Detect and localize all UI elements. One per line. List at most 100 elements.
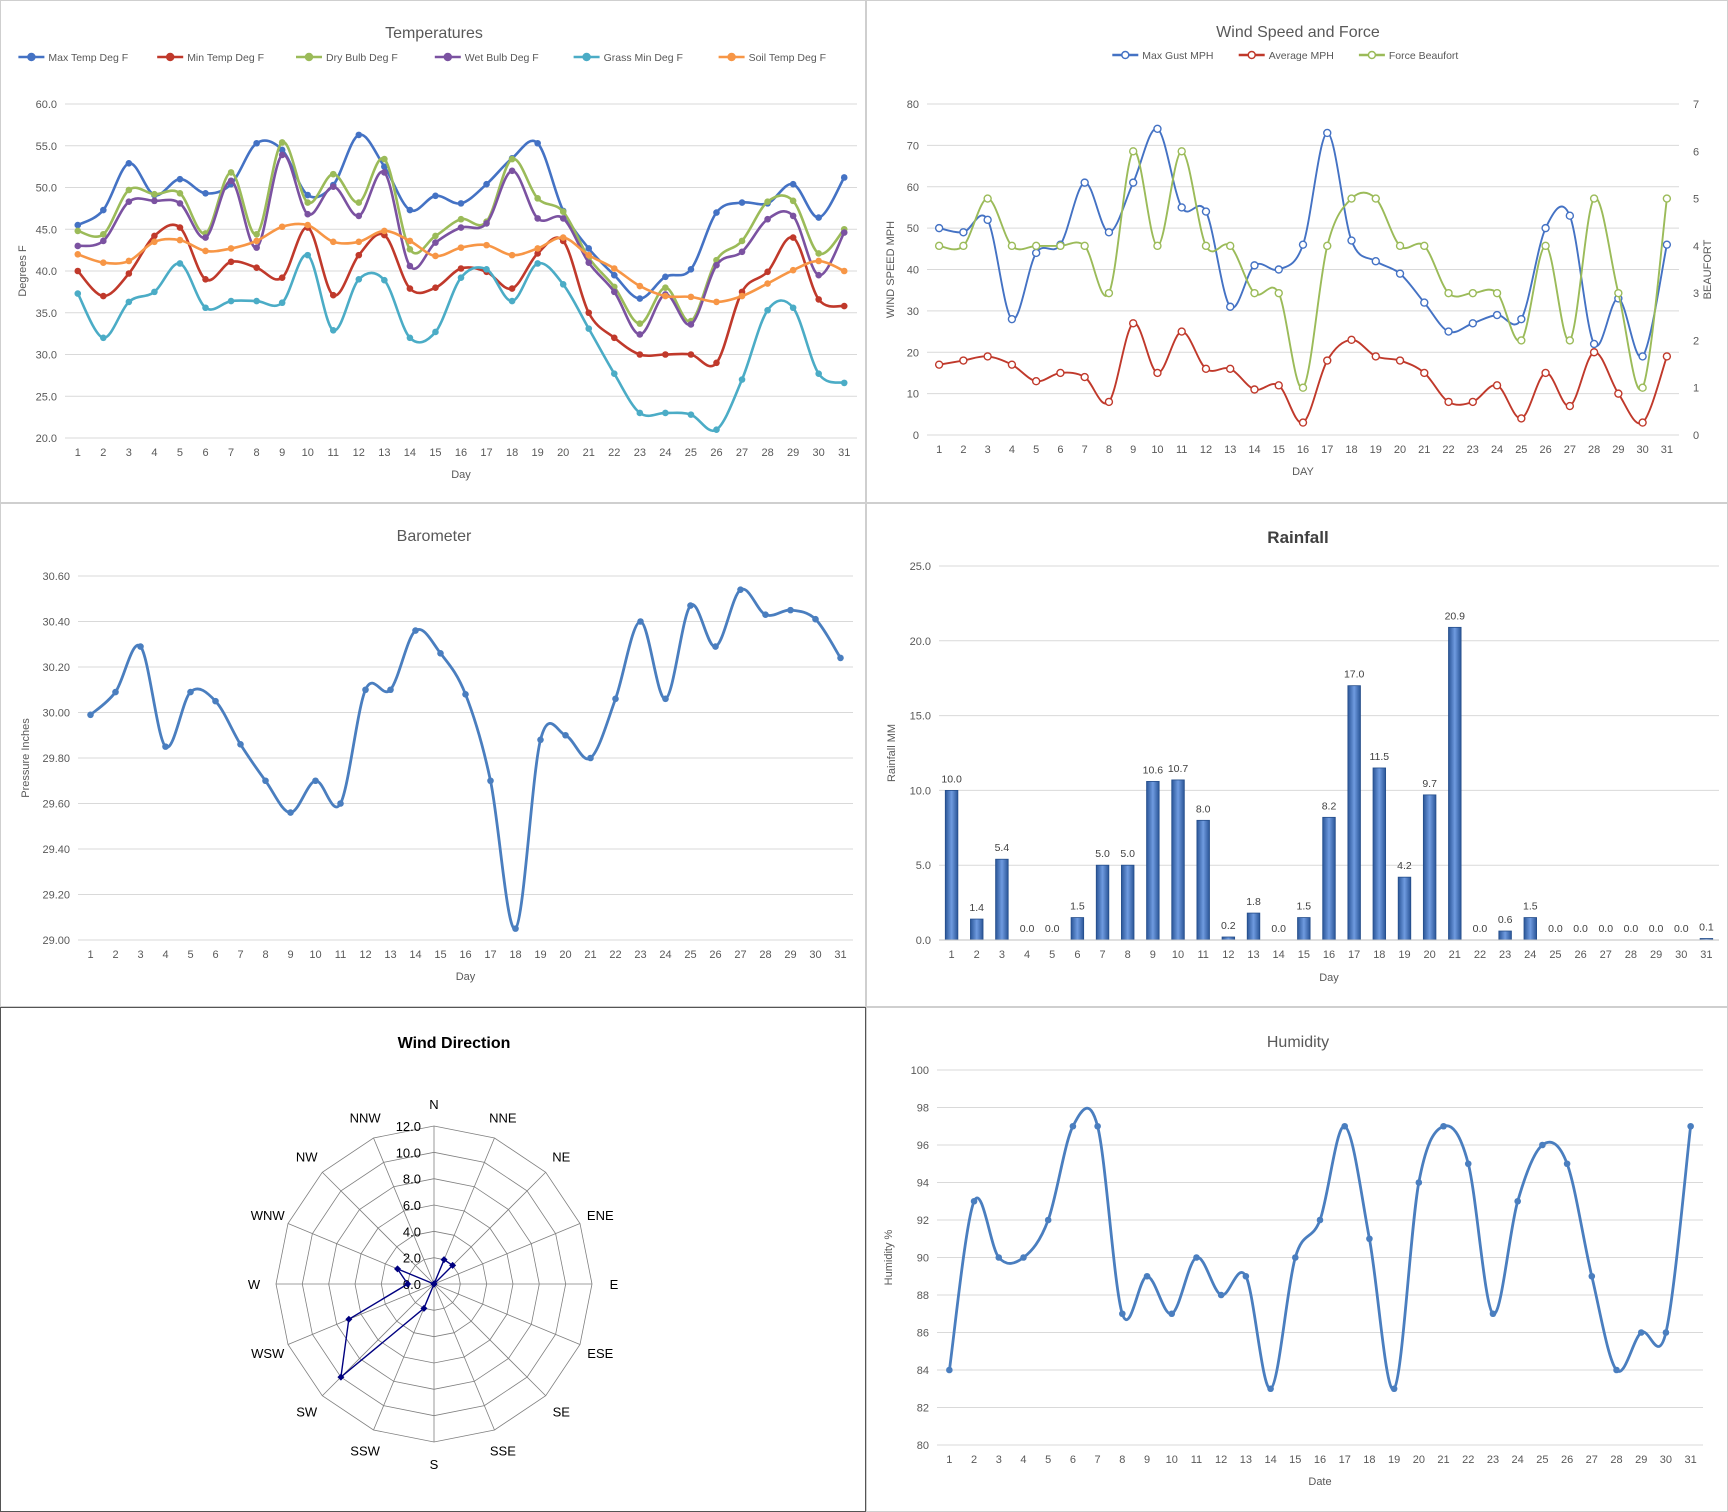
data-point bbox=[713, 261, 720, 269]
temperatures-chart: 20.025.030.035.040.045.050.055.060.01 2 3 4… bbox=[17, 25, 857, 481]
data-point bbox=[636, 320, 644, 327]
data-point bbox=[934, 360, 944, 369]
bar-data-label: 5.4 bbox=[995, 842, 1010, 854]
data-point bbox=[1143, 1272, 1151, 1280]
bar-data-label: 1.5 bbox=[1297, 901, 1312, 913]
x-tick-label: 31 bbox=[838, 447, 850, 459]
direction-label: NE bbox=[552, 1150, 570, 1165]
x-tick-label: 4 bbox=[1009, 444, 1015, 456]
data-point bbox=[125, 198, 133, 205]
y-tick-label: 70 bbox=[907, 140, 919, 152]
data-point bbox=[934, 223, 944, 233]
data-point bbox=[534, 260, 541, 267]
x-tick-label: 20 bbox=[1424, 949, 1436, 961]
data-point bbox=[483, 266, 490, 273]
data-point bbox=[983, 352, 992, 361]
data-point bbox=[959, 228, 968, 237]
data-point bbox=[1007, 314, 1017, 324]
data-point bbox=[1080, 372, 1089, 382]
radial-tick-label: 12.0 bbox=[396, 1119, 421, 1134]
data-point bbox=[662, 695, 669, 703]
x-tick-label: 29 bbox=[1650, 949, 1662, 961]
data-point bbox=[789, 266, 797, 274]
data-point bbox=[112, 688, 119, 696]
data-point bbox=[713, 209, 720, 216]
y-tick-label: 60 bbox=[907, 182, 919, 194]
data-point bbox=[176, 224, 184, 231]
data-point bbox=[355, 251, 363, 259]
data-point bbox=[1444, 327, 1453, 336]
data-point bbox=[1119, 1310, 1126, 1318]
data-point bbox=[1341, 1122, 1349, 1130]
data-point bbox=[420, 1304, 428, 1312]
x-tick-label: 22 bbox=[609, 949, 621, 961]
data-point bbox=[1242, 1272, 1250, 1280]
data-point bbox=[162, 743, 169, 750]
data-point bbox=[1588, 1272, 1596, 1280]
legend-marker bbox=[582, 52, 591, 62]
data-point bbox=[100, 206, 107, 214]
data-point bbox=[970, 1197, 978, 1205]
data-point bbox=[585, 309, 593, 317]
data-point bbox=[789, 197, 797, 205]
rainfall-bar bbox=[1070, 917, 1085, 941]
data-point bbox=[212, 697, 219, 705]
y-tick-label: 40 bbox=[907, 265, 919, 277]
x-tick-label: 12 bbox=[1215, 1454, 1227, 1466]
data-point bbox=[151, 232, 158, 240]
x-tick-label: 13 bbox=[1224, 444, 1236, 456]
data-point bbox=[585, 251, 593, 259]
legend-marker bbox=[27, 52, 36, 62]
data-point bbox=[1104, 288, 1114, 298]
data-point bbox=[1201, 241, 1211, 251]
y-tick-label: 84 bbox=[917, 1365, 929, 1377]
x-tick-label: 26 bbox=[709, 949, 721, 961]
data-point bbox=[74, 221, 82, 229]
x-tick-label: 11 bbox=[1191, 1454, 1202, 1466]
x-tick-label: 28 bbox=[1625, 949, 1637, 961]
data-point bbox=[610, 370, 618, 378]
data-point bbox=[508, 285, 516, 292]
data-point bbox=[687, 602, 694, 609]
data-point bbox=[559, 208, 567, 216]
data-point bbox=[662, 409, 669, 417]
chart-title: Wind Direction bbox=[398, 1035, 511, 1052]
x-tick-label: 16 bbox=[1323, 949, 1335, 961]
data-point bbox=[587, 754, 594, 762]
data-point bbox=[1464, 1160, 1472, 1168]
data-point bbox=[1613, 1366, 1620, 1374]
data-point bbox=[1250, 288, 1259, 298]
data-point bbox=[1662, 352, 1672, 361]
data-point bbox=[100, 230, 107, 238]
data-point bbox=[946, 1366, 953, 1374]
x-tick-label: 13 bbox=[384, 949, 396, 961]
y-axis-label: Pressure Inches bbox=[20, 718, 32, 798]
data-point bbox=[1395, 269, 1405, 278]
data-point bbox=[1662, 240, 1672, 249]
data-point bbox=[1031, 241, 1041, 251]
bar-data-label: 8.0 bbox=[1196, 803, 1211, 815]
legend-marker bbox=[443, 52, 453, 62]
data-point bbox=[100, 259, 107, 266]
x-tick-label: 20 bbox=[1394, 444, 1406, 456]
data-point bbox=[381, 227, 388, 235]
data-point bbox=[1168, 1310, 1176, 1318]
barometer-chart: 29.00 29.20 29.40 29.60 29.80 30.00 30.20 30.40… bbox=[20, 528, 853, 983]
x-axis-label: Day bbox=[1319, 972, 1339, 984]
chart-title: Wind Speed and Force bbox=[1216, 24, 1380, 41]
data-point bbox=[406, 285, 414, 292]
data-point bbox=[662, 273, 669, 281]
data-point bbox=[934, 241, 944, 251]
y-tick-label: 60.0 bbox=[36, 99, 57, 111]
data-point bbox=[278, 146, 286, 154]
data-point bbox=[959, 241, 968, 251]
data-point bbox=[432, 239, 439, 246]
data-point bbox=[432, 284, 439, 292]
data-point bbox=[738, 237, 746, 245]
bar-data-label: 1.5 bbox=[1070, 901, 1085, 913]
data-point bbox=[1395, 241, 1405, 251]
x-axis-label: Day bbox=[456, 971, 476, 983]
data-point bbox=[1563, 1160, 1571, 1168]
legend-label: Dry Bulb Deg F bbox=[326, 52, 398, 64]
x-tick-label: 12 bbox=[1200, 444, 1212, 456]
